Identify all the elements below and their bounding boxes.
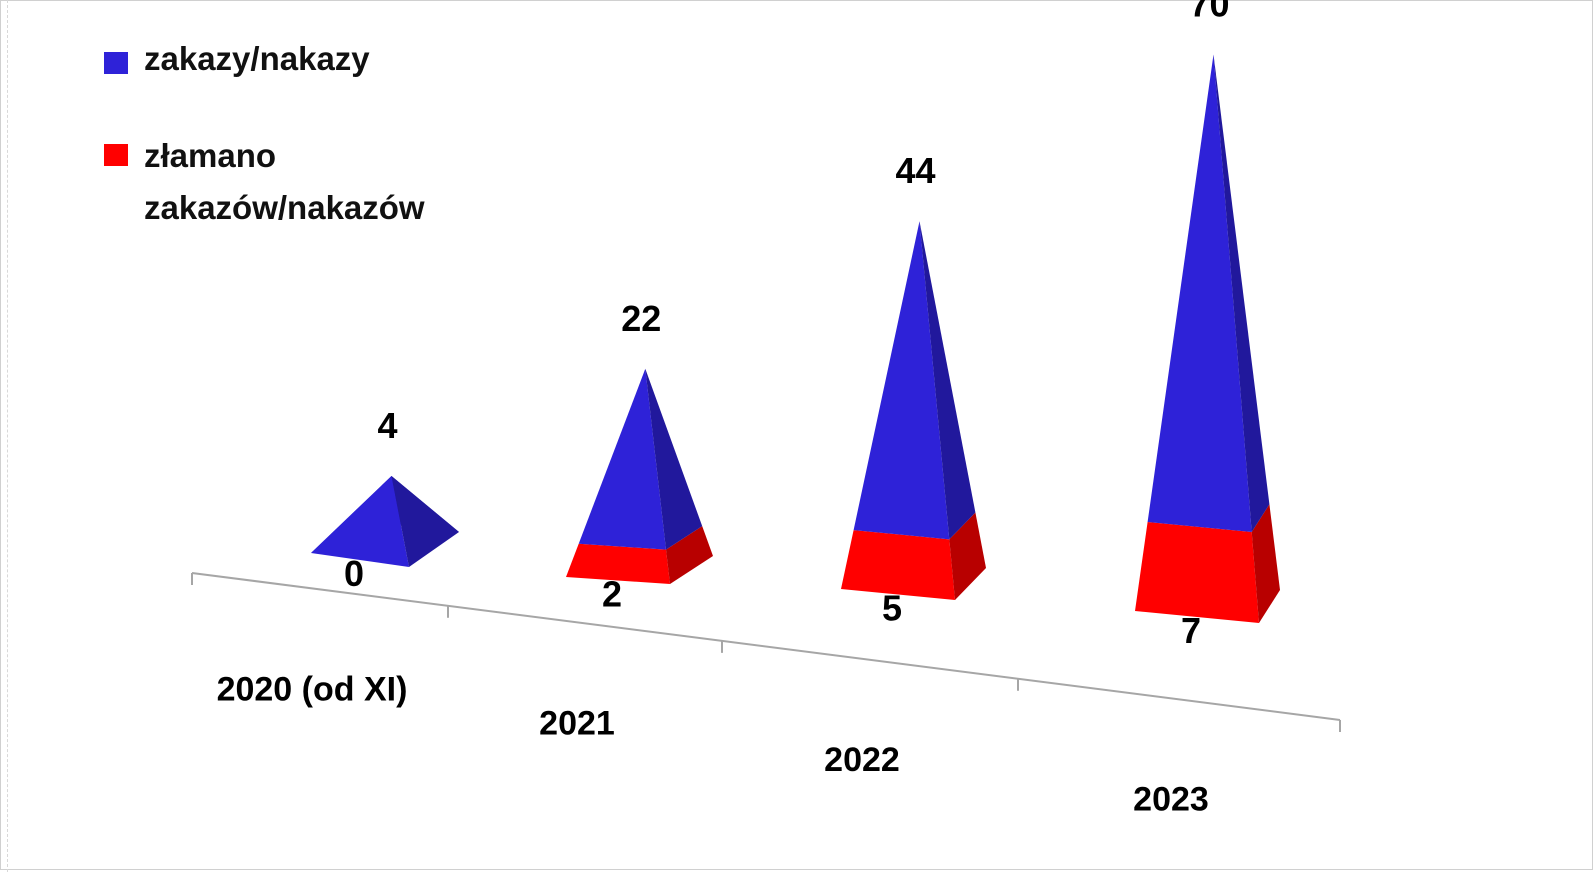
- category-tick-label: 2023: [1133, 780, 1209, 818]
- bar-segment-zakazy-side: [645, 368, 703, 550]
- data-label-zakazy: 70: [1189, 0, 1229, 25]
- pyramid-bars: [311, 54, 1280, 623]
- bar-segment-zlamano-front: [566, 543, 670, 584]
- bar-segment-zakazy-front: [853, 221, 950, 540]
- category-tick-label: 2021: [539, 704, 615, 742]
- pyramid-bar: [841, 221, 986, 600]
- data-label-zakazy: 44: [895, 150, 935, 191]
- bar-segment-zakazy-side: [1213, 54, 1270, 532]
- pyramid-bar: [311, 476, 459, 567]
- bar-segment-zakazy-front: [578, 368, 666, 550]
- data-label-zlamano: 0: [344, 553, 364, 594]
- bar-segment-zakazy-front: [1147, 54, 1252, 532]
- bar-segment-zlamano-front: [841, 530, 955, 600]
- pyramid-bar: [566, 368, 713, 584]
- category-tick-label: 2022: [824, 741, 900, 779]
- bar-segment-zlamano-side: [1251, 504, 1280, 623]
- category-axis: [191, 572, 1341, 732]
- pyramid-bar: [1135, 54, 1280, 623]
- data-label-zlamano: 2: [602, 574, 622, 615]
- legend-item-zlamano: złamano zakazów/nakazów: [104, 130, 504, 234]
- bar-segment-zakazy-front: [311, 476, 409, 567]
- bar-segment-zlamano-front: [1135, 522, 1259, 623]
- legend-swatch-blue: [104, 52, 128, 74]
- legend-swatch-red: [104, 144, 128, 166]
- legend-label-zakazy: zakazy/nakazy: [144, 40, 370, 77]
- frame-left-edge: [0, 0, 8, 872]
- data-label-zakazy: 4: [377, 405, 397, 446]
- bar-segment-zlamano-side: [666, 526, 713, 584]
- data-label-zakazy: 22: [621, 298, 661, 339]
- data-label-zlamano: 5: [882, 588, 902, 629]
- legend-label-zlamano: złamano zakazów/nakazów: [144, 137, 425, 226]
- bar-segment-zakazy-side: [919, 221, 976, 540]
- legend-item-zakazy: zakazy/nakazy: [104, 40, 504, 84]
- category-tick-labels: 2020 (od XI) 2021 2022 2023: [217, 670, 1209, 818]
- bar-segment-zlamano-side: [949, 512, 986, 600]
- x-axis-line: [191, 572, 1341, 721]
- category-tick-label: 2020 (od XI): [217, 670, 408, 708]
- bar-segment-zakazy-side: [391, 476, 459, 567]
- data-label-zlamano: 7: [1181, 610, 1201, 651]
- chart-legend: zakazy/nakazy złamano zakazów/nakazów: [104, 40, 504, 234]
